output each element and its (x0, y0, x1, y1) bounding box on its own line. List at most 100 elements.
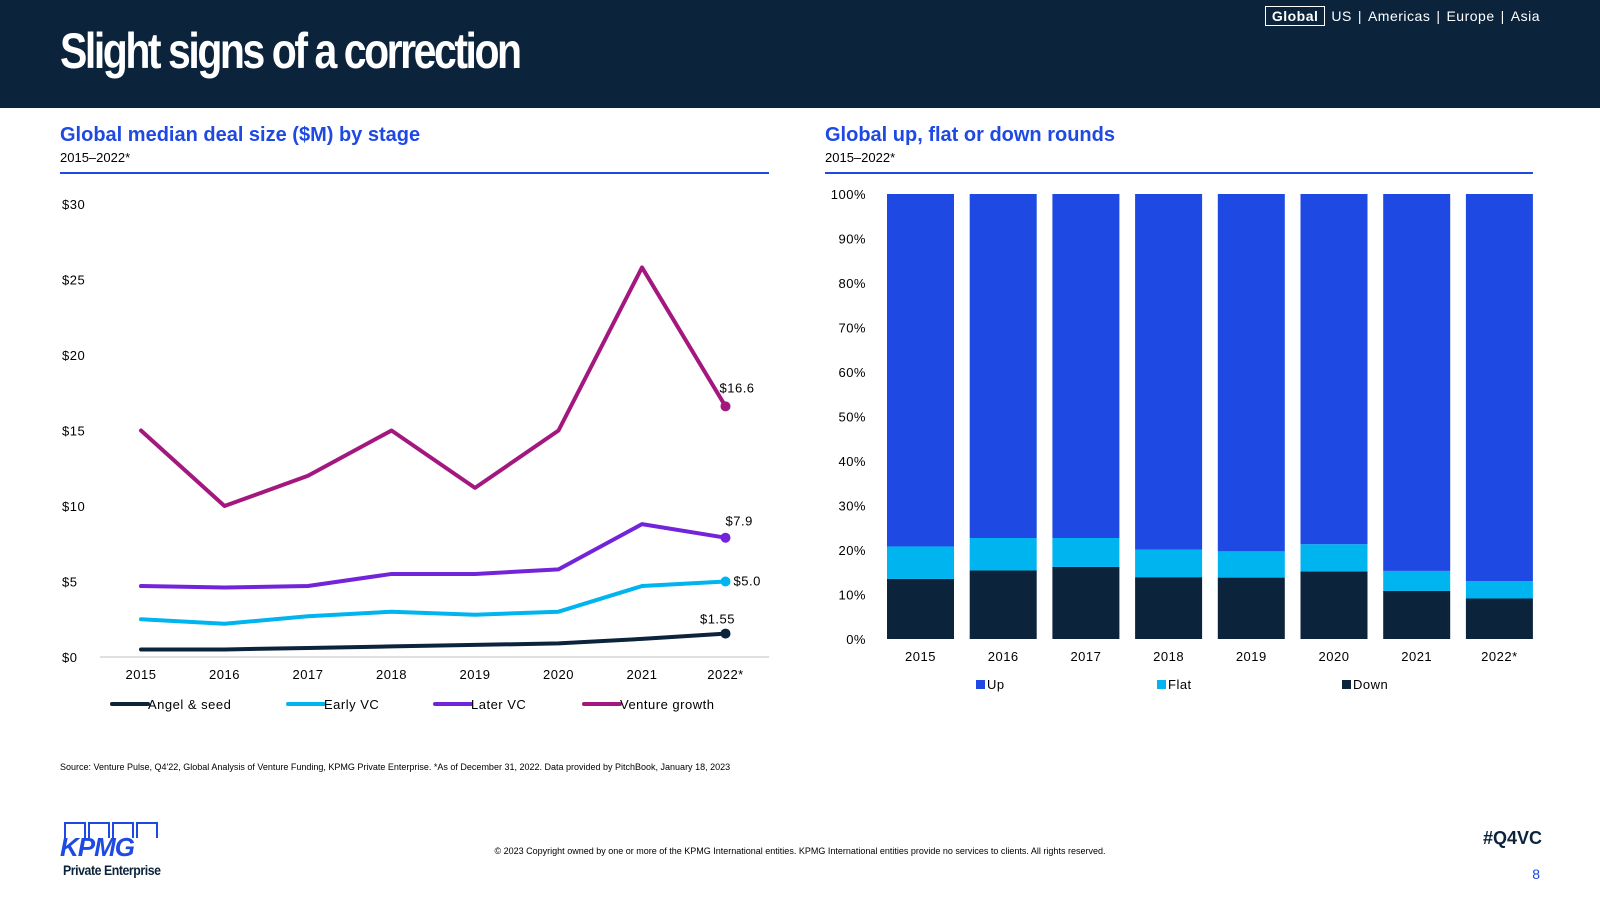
region-tab-global[interactable]: Global (1264, 6, 1326, 26)
bar-legend-label-flat: Flat (1168, 677, 1192, 692)
bar-segment-flat (1383, 570, 1451, 591)
x-tick-label: 2015 (126, 667, 157, 682)
bar-x-tick-label: 2019 (1236, 649, 1267, 664)
right-chart-subtitle: 2015–2022* (825, 150, 896, 165)
region-separator: | (1436, 8, 1441, 24)
bar-segment-flat (1135, 549, 1203, 578)
legend-label-angel-seed: Angel & seed (148, 697, 231, 712)
bar-segment-down (1135, 577, 1203, 639)
bar-segment-up (969, 194, 1037, 538)
bar-legend-swatch-flat (1157, 680, 1166, 689)
page-title: Slight signs of a correction (60, 23, 522, 79)
data-label-angel-seed: $1.55 (700, 612, 735, 627)
source-note: Source: Venture Pulse, Q4'22, Global Ana… (60, 762, 731, 772)
copyright-note: © 2023 Copyright owned by one or more of… (494, 846, 1106, 856)
bar-y-tick-label: 60% (838, 365, 866, 380)
region-tab-europe[interactable]: Europe (1446, 8, 1495, 24)
hashtag: #Q4VC (1482, 828, 1542, 848)
bar-y-tick-label: 0% (846, 632, 866, 647)
end-point-early-vc (720, 576, 731, 587)
y-tick-label: $10 (62, 499, 85, 514)
bar-chart: 0% 10% 20% 30% 40% 50% 60% 70% 80% 90% 100% 2015 201… (831, 187, 1533, 692)
y-tick-label: $15 (62, 424, 85, 439)
bar-x-tick-label: 2018 (1153, 649, 1184, 664)
series-line-angel-seed (139, 631, 728, 652)
region-tab-americas[interactable]: Americas (1367, 8, 1431, 24)
bar-y-tick-label: 30% (838, 499, 866, 514)
bar-segment-down (1217, 577, 1285, 639)
region-nav: Global US | Americas | Europe | Asia (1264, 6, 1540, 26)
bar-y-tick-label: 50% (838, 410, 866, 425)
kpmg-logo: KPMG Private Enterprise (60, 822, 180, 882)
x-tick-label: 2017 (293, 667, 324, 682)
bar-segment-up (1383, 194, 1451, 571)
bar-segment-flat (969, 537, 1037, 571)
bar-segment-up (1465, 194, 1533, 582)
bar-segment-down (969, 570, 1037, 639)
end-point-angel-seed (720, 628, 731, 639)
legend-label-early-vc: Early VC (324, 697, 379, 712)
page-number: 8 (1532, 866, 1540, 882)
bar-segment-down (1383, 590, 1451, 639)
bar-segment-flat (887, 546, 954, 579)
bar-segment-down (1465, 598, 1533, 639)
bar-y-tick-label: 40% (838, 454, 866, 469)
data-label-early-vc: $5.0 (734, 574, 761, 589)
header-bar: Slight signs of a correction Global US |… (0, 0, 1600, 108)
bar-segment-flat (1465, 581, 1533, 599)
left-chart-subtitle: 2015–2022* (60, 150, 131, 165)
bar-segment-up (1052, 194, 1120, 538)
legend-label-later-vc: Later VC (471, 697, 526, 712)
x-tick-label: 2020 (543, 667, 574, 682)
region-separator: | (1357, 8, 1362, 24)
y-tick-label: $5 (62, 575, 77, 590)
kpmg-logo-subtitle: Private Enterprise (63, 862, 161, 878)
x-tick-label: 2016 (209, 667, 240, 682)
bar-y-tick-label: 10% (838, 588, 866, 603)
x-tick-label: 2018 (376, 667, 407, 682)
y-tick-label: $0 (62, 650, 77, 665)
line-chart: $0 $5 $10 $15 $20 $25 $30 2015 2016 2017 2018 2019 2… (62, 197, 769, 712)
bar-x-tick-label: 2021 (1401, 649, 1432, 664)
bar-segment-down (1052, 566, 1120, 639)
legend-label-venture-growth: Venture growth (620, 697, 714, 712)
bar-segment-flat (1052, 537, 1120, 567)
bar-segment-down (887, 578, 954, 639)
bar-segment-up (1217, 194, 1285, 552)
bar-legend-label-down: Down (1353, 677, 1388, 692)
left-chart-title: Global median deal size ($M) by stage (60, 124, 421, 146)
data-label-later-vc: $7.9 (726, 514, 753, 529)
bar-segment-down (1300, 571, 1368, 639)
bar-x-tick-label: 2016 (988, 649, 1019, 664)
bar-y-tick-label: 70% (838, 321, 866, 336)
region-separator: | (1500, 8, 1505, 24)
kpmg-logo-word: KPMG (60, 832, 135, 862)
bar-y-tick-label: 90% (838, 232, 866, 247)
y-tick-label: $20 (62, 348, 85, 363)
x-tick-label: 2021 (627, 667, 658, 682)
series-line-early-vc (139, 579, 728, 626)
region-tab-us[interactable]: US (1331, 8, 1352, 24)
bar-segment-up (887, 194, 954, 547)
end-point-venture-growth (720, 401, 731, 412)
left-chart-rule (60, 172, 769, 174)
y-tick-label: $30 (62, 197, 85, 212)
bar-segment-flat (1300, 544, 1368, 572)
bar-x-tick-label: 2017 (1070, 649, 1101, 664)
bar-segment-flat (1217, 551, 1285, 578)
data-label-venture-growth: $16.6 (720, 380, 755, 395)
region-tab-asia[interactable]: Asia (1510, 8, 1540, 24)
bar-segment-up (1135, 194, 1203, 550)
kpmg-logo-boxes (64, 822, 158, 838)
bar-x-tick-label: 2020 (1319, 649, 1350, 664)
bar-legend-label-up: Up (987, 677, 1005, 692)
bar-x-tick-label: 2022* (1481, 649, 1517, 664)
bar-x-tick-label: 2015 (905, 649, 936, 664)
bar-segment-up (1300, 194, 1368, 545)
bar-y-tick-label: 20% (838, 543, 866, 558)
right-chart-rule (825, 172, 1533, 174)
bar-y-tick-label: 100% (831, 187, 866, 202)
series-line-later-vc (139, 522, 728, 590)
end-point-later-vc (720, 532, 731, 543)
bar-legend-swatch-up (976, 680, 985, 689)
